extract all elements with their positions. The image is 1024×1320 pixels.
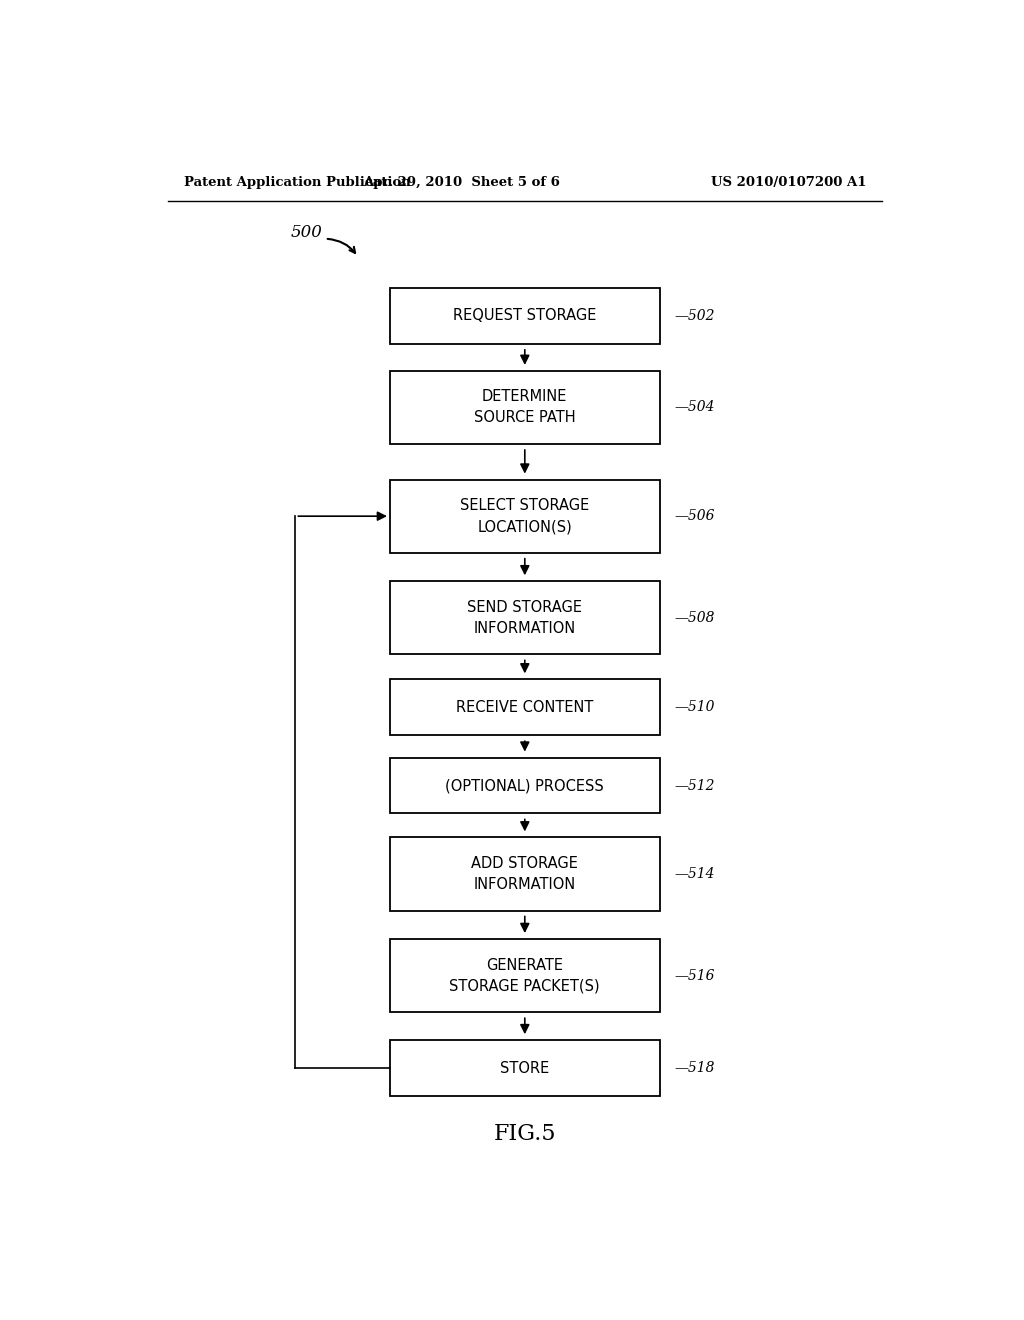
- Text: FIG.5: FIG.5: [494, 1123, 556, 1146]
- Text: —506: —506: [674, 510, 715, 523]
- Text: (OPTIONAL) PROCESS: (OPTIONAL) PROCESS: [445, 777, 604, 793]
- Text: ADD STORAGE
INFORMATION: ADD STORAGE INFORMATION: [471, 855, 579, 892]
- Text: —512: —512: [674, 779, 715, 792]
- Bar: [390, 680, 659, 735]
- Text: RECEIVE CONTENT: RECEIVE CONTENT: [456, 700, 594, 714]
- Text: —514: —514: [674, 867, 715, 880]
- Text: Patent Application Publication: Patent Application Publication: [183, 176, 411, 189]
- Text: SEND STORAGE
INFORMATION: SEND STORAGE INFORMATION: [467, 599, 583, 636]
- Bar: [390, 837, 659, 911]
- Bar: [390, 371, 659, 444]
- Text: —516: —516: [674, 969, 715, 982]
- Bar: [390, 1040, 659, 1096]
- Bar: [390, 939, 659, 1012]
- Text: —502: —502: [674, 309, 715, 323]
- Text: SELECT STORAGE
LOCATION(S): SELECT STORAGE LOCATION(S): [460, 498, 590, 535]
- Text: REQUEST STORAGE: REQUEST STORAGE: [453, 309, 597, 323]
- Text: Apr. 29, 2010  Sheet 5 of 6: Apr. 29, 2010 Sheet 5 of 6: [362, 176, 560, 189]
- Text: —504: —504: [674, 400, 715, 414]
- Text: GENERATE
STORAGE PACKET(S): GENERATE STORAGE PACKET(S): [450, 957, 600, 994]
- Bar: [390, 479, 659, 553]
- Text: STORE: STORE: [500, 1060, 550, 1076]
- Text: —518: —518: [674, 1061, 715, 1074]
- Bar: [390, 758, 659, 813]
- Text: —508: —508: [674, 611, 715, 624]
- Text: US 2010/0107200 A1: US 2010/0107200 A1: [711, 176, 866, 189]
- Bar: [390, 288, 659, 345]
- Text: DETERMINE
SOURCE PATH: DETERMINE SOURCE PATH: [474, 389, 575, 425]
- Text: 500: 500: [291, 224, 323, 242]
- Text: —510: —510: [674, 700, 715, 714]
- Bar: [390, 581, 659, 655]
